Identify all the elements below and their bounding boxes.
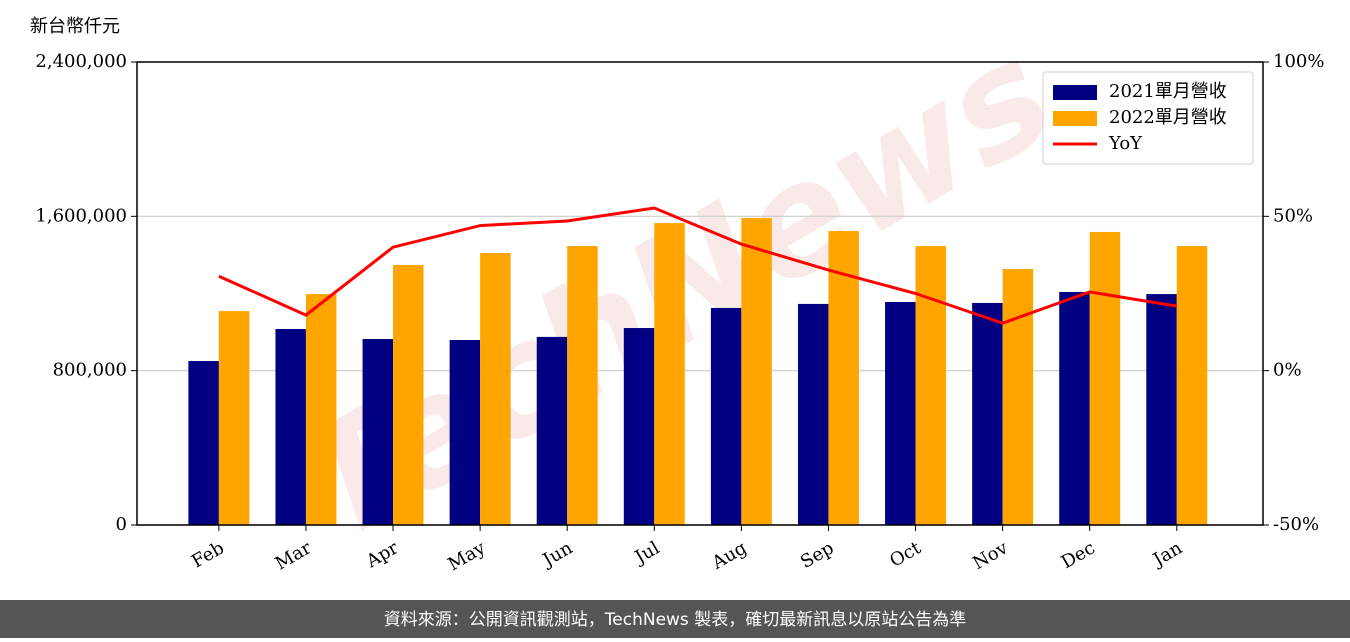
bar — [188, 361, 219, 525]
x-tick-label: Aug — [708, 537, 751, 574]
bar — [536, 336, 568, 525]
x-tick-label: Sep — [797, 537, 837, 572]
y-tick-label: 800,000 — [53, 360, 127, 381]
y-tick-label: 2,400,000 — [35, 51, 127, 72]
x-tick-label: Oct — [886, 537, 925, 572]
bar — [710, 307, 742, 525]
bar — [1089, 231, 1121, 525]
y2-tick-label: 50% — [1273, 205, 1313, 226]
bar — [654, 223, 685, 525]
bar — [1176, 246, 1208, 526]
bar — [797, 303, 829, 525]
plot-frame — [136, 61, 1264, 526]
legend-swatch — [1053, 111, 1097, 126]
x-tick-label: May — [445, 537, 490, 575]
legend-label: 2021單月營收 — [1109, 81, 1227, 102]
y-tick-label: 0 — [116, 514, 127, 535]
bar — [362, 339, 394, 525]
bar — [915, 246, 947, 526]
footer-text: 資料來源：公開資訊觀測站，TechNews 製表，確切最新訊息以原站公告為準 — [384, 610, 966, 630]
bar — [480, 252, 511, 526]
y2-tick-label: 0% — [1273, 360, 1302, 381]
bar — [885, 301, 916, 525]
x-tick-label: Nov — [969, 537, 1012, 574]
line — [218, 206, 1178, 325]
bar — [972, 302, 1003, 525]
bar — [567, 246, 598, 526]
x-tick-label: Jul — [630, 537, 664, 569]
bar — [275, 328, 306, 525]
bar — [741, 218, 772, 525]
legend-label: 2022單月營收 — [1109, 107, 1227, 128]
y-tick-label: 1,600,000 — [35, 205, 127, 226]
y2-tick-label: 100% — [1273, 51, 1324, 72]
legend-label: YoY — [1108, 133, 1143, 154]
x-tick-label: Feb — [188, 537, 228, 572]
bar — [1002, 268, 1034, 525]
x-tick-label: Dec — [1058, 537, 1099, 573]
bar — [1059, 291, 1090, 525]
bar — [623, 328, 655, 525]
footer-bar — [0, 600, 1350, 638]
bar — [393, 264, 424, 525]
x-tick-label: Jun — [538, 537, 577, 572]
x-tick-label: Mar — [272, 537, 316, 574]
bar — [218, 311, 250, 525]
x-tick-label: Jan — [1148, 537, 1186, 571]
y-axis-label: 新台幣仟元 — [30, 16, 120, 37]
bar — [449, 339, 481, 525]
bar — [828, 230, 859, 525]
y2-tick-label: -50% — [1273, 514, 1319, 535]
legend-swatch — [1053, 85, 1097, 100]
bar — [305, 294, 337, 525]
bar — [1146, 294, 1177, 525]
